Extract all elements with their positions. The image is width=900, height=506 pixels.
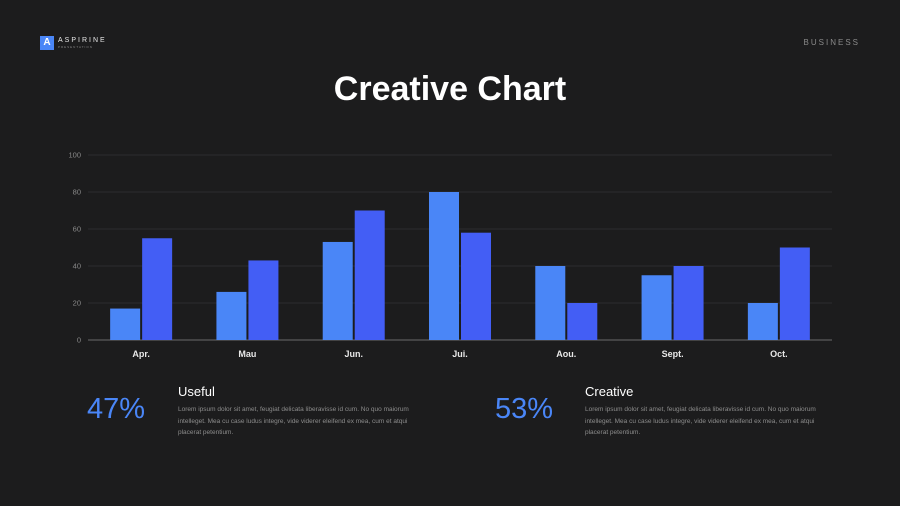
brand-logo: A ASPIRINE PRESENTATION xyxy=(40,36,107,50)
x-tick-label: Jui. xyxy=(452,349,468,359)
stat-percent: 53% xyxy=(495,393,554,425)
bar xyxy=(322,241,353,340)
stat-percent: 47% xyxy=(87,393,146,425)
stat-heading: Creative xyxy=(585,384,634,399)
y-tick-label: 80 xyxy=(73,188,81,197)
bar xyxy=(461,232,491,340)
bar xyxy=(110,308,141,340)
bar xyxy=(779,247,810,340)
x-tick-label: Mau xyxy=(238,349,256,359)
x-tick-label: Oct. xyxy=(770,349,788,359)
stat-heading: Useful xyxy=(178,384,215,399)
logo-tagline: PRESENTATION xyxy=(58,44,93,49)
x-tick-label: Aou. xyxy=(556,349,576,359)
section-label: BUSINESS xyxy=(803,38,860,47)
y-tick-label: 0 xyxy=(77,336,81,345)
bar xyxy=(747,303,778,340)
stat-description: Lorem ipsum dolor sit amet, feugiat deli… xyxy=(585,406,816,436)
bar xyxy=(641,275,672,340)
bar xyxy=(248,260,279,340)
bar xyxy=(567,303,598,340)
bar xyxy=(673,266,704,340)
bar xyxy=(429,192,459,340)
stat-description: Lorem ipsum dolor sit amet, feugiat deli… xyxy=(178,406,409,436)
x-tick-label: Sept. xyxy=(662,349,684,359)
bar xyxy=(216,291,247,340)
bar xyxy=(535,266,566,340)
logo-name: ASPIRINE xyxy=(58,36,107,44)
y-tick-label: 20 xyxy=(73,299,81,308)
x-tick-label: Jun. xyxy=(344,349,363,359)
logo-mark-icon: A xyxy=(40,36,54,50)
y-tick-label: 60 xyxy=(73,225,81,234)
page-title: Creative Chart xyxy=(333,70,567,108)
y-tick-label: 40 xyxy=(73,262,81,271)
bar xyxy=(142,238,173,340)
y-tick-label: 100 xyxy=(68,151,81,160)
logo-text: ASPIRINE PRESENTATION xyxy=(58,37,107,50)
x-tick-label: Apr. xyxy=(132,349,150,359)
bar xyxy=(354,210,385,340)
